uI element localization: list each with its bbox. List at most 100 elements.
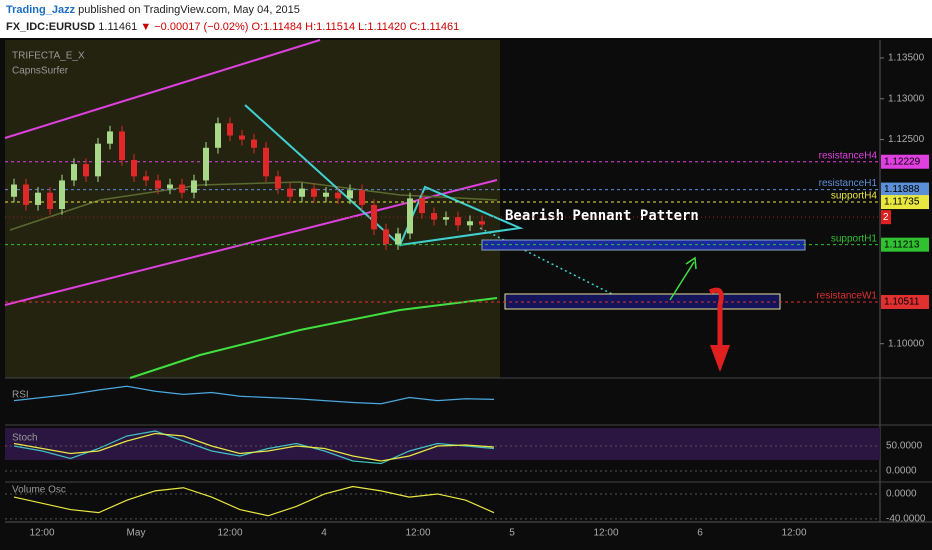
marker-label: 2 <box>883 212 889 223</box>
channel-line <box>4 39 321 139</box>
indicator-line <box>13 385 495 405</box>
candle-body <box>347 190 353 199</box>
price-tag-label: 1.11735 <box>884 197 920 208</box>
price-tag-label: 1.11213 <box>884 239 920 250</box>
quote-line: FX_IDC:EURUSD 1.11461 ▼ −0.00017 (−0.02%… <box>6 21 459 33</box>
candle-body <box>83 164 89 177</box>
candle-body <box>23 184 29 205</box>
y-tick-label: 1.13500 <box>888 53 925 64</box>
candle-body <box>59 180 65 209</box>
y-tick-label: 0.0000 <box>886 489 917 500</box>
study-label: TRIFECTA_E_X <box>12 51 85 62</box>
x-tick-label: 12:00 <box>217 528 242 539</box>
change: ▼ −0.00017 (−0.02%) <box>140 21 249 33</box>
last: 1.11461 <box>98 21 138 33</box>
annotation: Bearish Pennant Pattern <box>505 208 699 224</box>
candle-body <box>11 184 17 197</box>
header-line: Trading_Jazz published on TradingView.co… <box>6 4 300 16</box>
price-tag-label: 1.10511 <box>884 297 920 308</box>
x-tick-label: 5 <box>509 528 515 539</box>
candle-body <box>239 135 245 140</box>
candle-body <box>71 164 77 181</box>
y-tick-label: 50.0000 <box>886 441 923 452</box>
candle-body <box>287 188 293 197</box>
candle-body <box>227 123 233 136</box>
shaded-range <box>5 40 500 378</box>
arrow <box>669 261 695 301</box>
y-tick-label: 0.0000 <box>886 466 917 477</box>
candle-body <box>155 180 161 189</box>
price-tag <box>881 195 929 210</box>
price-tag-label: 1.12229 <box>884 156 921 167</box>
x-tick-label: 12:00 <box>405 528 430 539</box>
candle-body <box>431 213 437 220</box>
x-tick-label: 4 <box>321 528 327 539</box>
candle-body <box>143 176 149 181</box>
candle-body <box>335 192 341 199</box>
ohlc: H:1.11514 <box>305 21 356 33</box>
candle-body <box>263 147 269 177</box>
x-tick-label: 6 <box>697 528 703 539</box>
candle-body <box>251 139 257 148</box>
indicator-label: RSI <box>12 390 29 401</box>
candle-body <box>371 204 377 230</box>
candle-body <box>107 131 113 144</box>
level-name: supportH1 <box>831 233 878 244</box>
candle-body <box>443 217 449 220</box>
arrow-head <box>685 256 697 270</box>
candle-body <box>467 221 473 226</box>
ohlc: C:1.11461 <box>409 21 460 33</box>
symbol: FX_IDC:EURUSD <box>6 21 96 33</box>
y-tick-label: 1.13000 <box>888 93 925 104</box>
indicator-line <box>13 485 495 517</box>
arrow <box>708 287 724 350</box>
price-tag <box>881 294 929 309</box>
candle-body <box>359 190 365 205</box>
candle-body <box>215 123 221 148</box>
candle-body <box>395 233 401 245</box>
moving-average <box>9 181 498 231</box>
marker-box <box>881 210 891 225</box>
indicator-line <box>13 432 495 462</box>
ohlc: L:1.11420 <box>358 21 407 33</box>
channel-line <box>4 179 498 306</box>
level-name: resistanceH1 <box>819 178 878 189</box>
candle-body <box>131 160 137 177</box>
price-tag <box>881 182 929 197</box>
candle-body <box>203 147 209 181</box>
candle-body <box>179 184 185 193</box>
candle-body <box>383 229 389 245</box>
candle-body <box>323 192 329 197</box>
candle-body <box>419 198 425 214</box>
level-name: resistanceW1 <box>816 291 877 302</box>
level-name: resistanceH4 <box>819 150 878 161</box>
price-tag <box>881 237 929 252</box>
x-tick-label: 12:00 <box>29 528 54 539</box>
y-tick-label: 1.12500 <box>888 134 925 145</box>
header: Trading_Jazz published on TradingView.co… <box>0 0 932 38</box>
projection <box>479 227 621 299</box>
price-tag-label: 1.11888 <box>884 184 920 195</box>
candle-body <box>407 198 413 234</box>
author[interactable]: Trading_Jazz <box>6 4 76 16</box>
candle-body <box>167 184 173 189</box>
arrow-head <box>710 345 730 372</box>
candle-body <box>299 188 305 197</box>
level-name: supportH4 <box>831 191 878 202</box>
y-tick-label: 1.10000 <box>888 338 925 349</box>
candle-body <box>35 192 41 205</box>
candle-body <box>119 131 125 161</box>
x-tick-label: 12:00 <box>593 528 618 539</box>
candle-body <box>311 188 317 197</box>
y-tick-label: -40.0000 <box>886 514 926 525</box>
x-tick-label: May <box>127 528 146 539</box>
price-tag <box>881 154 929 169</box>
ohlc: O:1.11484 <box>251 21 303 33</box>
candle-body <box>455 217 461 226</box>
candle-body <box>95 143 101 177</box>
candle-body <box>47 192 53 209</box>
x-tick-label: 12:00 <box>781 528 806 539</box>
candle-body <box>191 180 197 193</box>
indicator-label: Volume Osc <box>12 485 66 496</box>
